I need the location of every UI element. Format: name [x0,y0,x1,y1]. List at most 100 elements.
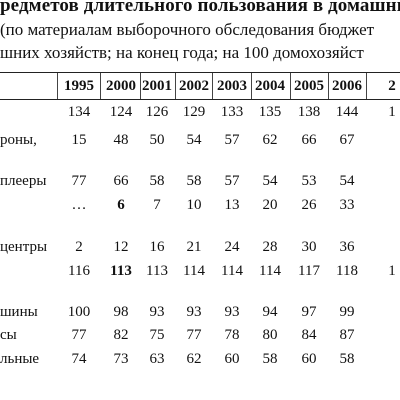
table-cell-value: 6 [117,197,125,213]
row-label: льные [0,351,40,367]
table-cell-value: 97 [301,304,317,320]
table-cell-value: 114 [259,263,281,279]
table-cell-value: 10 [186,197,202,213]
table-cell-value: 113 [110,263,132,279]
table-cell-value: 63 [149,351,165,367]
table-cell-value: 113 [146,263,168,279]
table-cell-value: 82 [113,327,129,343]
table-title: редметов длительного пользования в домаш… [0,0,400,16]
table-cell-value: 60 [301,351,317,367]
table-cell-value: 144 [335,104,359,120]
table-cell-value: 53 [301,173,317,189]
column-header-year: 2001 [142,78,172,94]
table-cell-value: 58 [186,173,202,189]
table-cell-value: 30 [301,239,317,255]
table-top-rule [0,72,400,73]
column-header-year: 1995 [64,78,94,94]
header-column-separator [251,73,252,99]
table-cell-value: 133 [220,104,244,120]
table-cell-value: 135 [258,104,282,120]
table-cell-value: 1 [388,104,396,120]
column-header-year: 2003 [217,78,247,94]
header-column-separator [328,73,329,99]
table-cell-value: 78 [224,327,240,343]
table-subtitle-line-1: (по материалам выборочного обследования … [0,20,375,39]
table-cell-value: 21 [186,239,202,255]
table-cell-value: 62 [186,351,202,367]
header-column-separator [100,73,101,99]
table-cell-value: 87 [339,327,355,343]
table-header-rule [0,99,400,100]
table-cell-value: 28 [262,239,278,255]
row-label: шины [0,304,38,320]
table-cell-value: 116 [68,263,90,279]
table-cell-value: 114 [221,263,243,279]
table-cell-value: 80 [262,327,278,343]
table-cell-value: 100 [67,304,91,320]
table-cell-value: 74 [71,351,87,367]
table-cell-value: 67 [339,132,355,148]
table-cell-value: 98 [113,304,129,320]
table-cell-value: 94 [262,304,278,320]
table-cell-value: 16 [149,239,165,255]
table-cell-value: 54 [339,173,355,189]
table-cell-value: 2 [75,239,83,255]
table-cell-value: 15 [71,132,87,148]
table-cell-value: 57 [224,173,240,189]
table-cell-value: 50 [149,132,165,148]
table-cell-value: 36 [339,239,355,255]
header-column-separator [290,73,291,99]
table-cell-value: 129 [182,104,206,120]
table-cell-value: 7 [153,197,161,213]
column-header-year: 2 [388,78,396,94]
table-cell-value: 93 [224,304,240,320]
row-label: плееры [0,173,47,189]
table-cell-value: 62 [262,132,278,148]
table-cell-value: 138 [297,104,321,120]
table-cell-value: 93 [149,304,165,320]
table-cell-value: 24 [224,239,240,255]
table-cell-value: 54 [262,173,278,189]
table-cell-value: 126 [145,104,169,120]
table-cell-value: 12 [113,239,129,255]
table-cell-value: 13 [224,197,240,213]
table-cell-value: 54 [186,132,202,148]
header-column-separator [212,73,213,99]
table-cell-value: 124 [109,104,133,120]
column-header-year: 2002 [179,78,209,94]
table-cell-value: 58 [149,173,165,189]
table-subtitle-line-2: шних хозяйств; на конец года; на 100 дом… [0,43,364,62]
table-cell-value: 77 [71,173,87,189]
table-cell-value: 57 [224,132,240,148]
header-column-separator [366,73,367,99]
table-cell-value: 117 [298,263,320,279]
table-cell-value: 75 [149,327,165,343]
row-label: роны, [0,132,37,148]
table-cell-value: 1 [388,263,396,279]
table-cell-value: 134 [67,104,91,120]
table-cell-value: 58 [262,351,278,367]
column-header-year: 2005 [294,78,324,94]
column-header-year: 2004 [255,78,285,94]
column-header-year: 2000 [106,78,136,94]
table-cell-value: 66 [301,132,317,148]
row-label: центры [0,239,48,255]
column-header-year: 2006 [332,78,362,94]
table-cell-value: 93 [186,304,202,320]
header-column-separator [57,73,58,99]
table-cell-value: 66 [113,173,129,189]
table-cell-value: 60 [224,351,240,367]
table-cell-value: 33 [339,197,355,213]
table-cell-value: 118 [336,263,358,279]
table-cell-value: 77 [71,327,87,343]
table-cell-value: 84 [301,327,317,343]
table-cell-value: 58 [339,351,355,367]
table-cell-value: 48 [113,132,129,148]
table-cell-value: 73 [113,351,129,367]
header-column-separator [140,73,141,99]
table-cell-value: 114 [183,263,205,279]
header-column-separator [175,73,176,99]
table-cell-value: 26 [301,197,317,213]
table-cell-value: … [71,197,87,213]
table-cell-value: 99 [339,304,355,320]
